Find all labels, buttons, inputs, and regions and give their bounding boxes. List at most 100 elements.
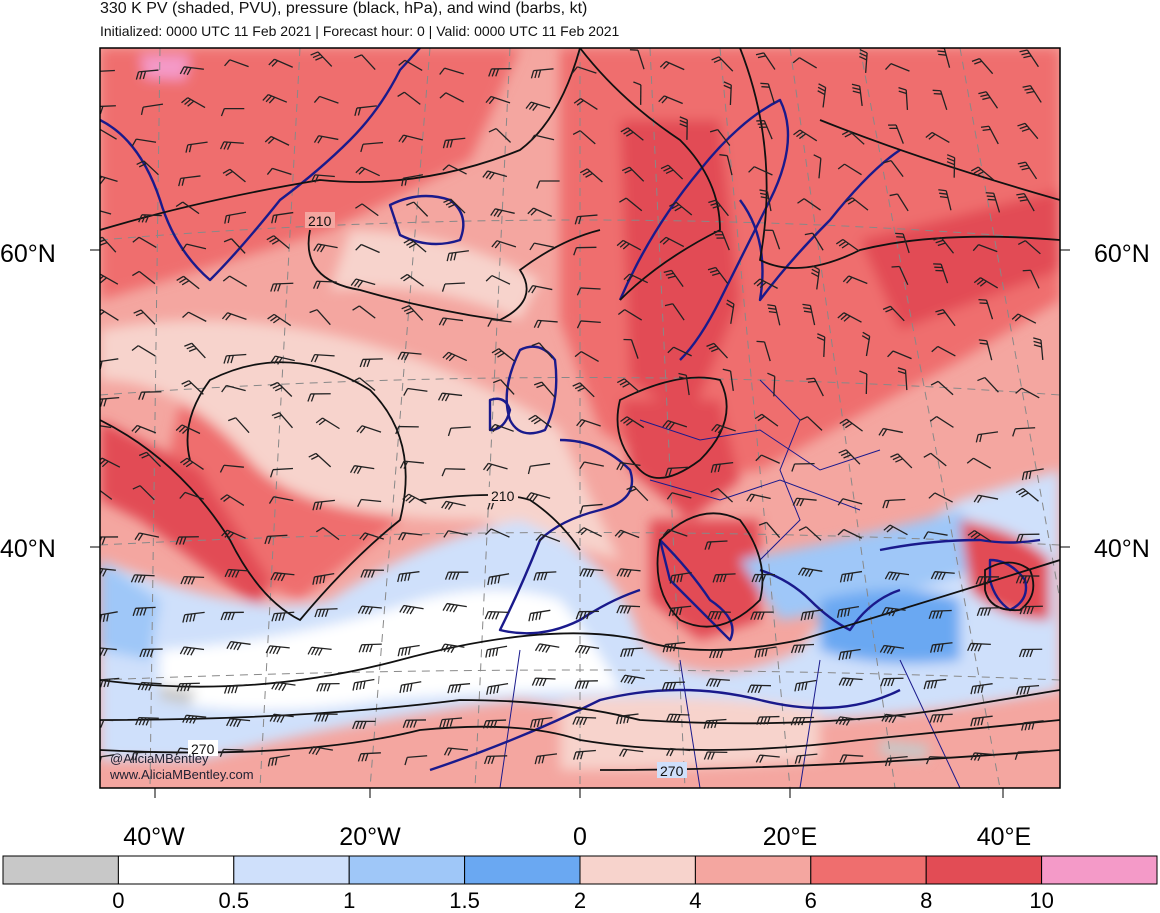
wind-barb-feather — [810, 611, 814, 620]
wind-barb-feather — [138, 214, 143, 223]
wind-barb-feather — [1022, 84, 1031, 88]
wind-barb-feather — [96, 757, 98, 765]
wind-barb-feather — [537, 320, 542, 329]
wind-barb-feather — [540, 572, 544, 581]
wind-barb-feather — [398, 134, 404, 143]
wind-barb-feather — [750, 685, 756, 693]
wind-barb-feather — [755, 52, 764, 56]
wind-barb-feather — [538, 678, 544, 687]
wind-barb-shaft — [361, 498, 382, 503]
wind-barb-feather — [673, 574, 677, 584]
wind-barb-feather — [528, 613, 532, 622]
wind-barb-feather — [135, 71, 140, 80]
wind-barb-feather — [360, 144, 364, 153]
wind-barb-feather — [1027, 721, 1032, 731]
wind-barb-shaft — [844, 163, 862, 176]
wind-barb-feather — [925, 131, 933, 139]
wind-barb-feather — [759, 716, 764, 725]
wind-barb-feather — [271, 613, 275, 622]
wind-barb-feather — [623, 418, 631, 424]
pv-region-russia-streak — [860, 190, 1060, 330]
wind-barb-feather — [852, 87, 861, 91]
wind-barb-feather — [140, 106, 144, 116]
wind-barb-feather — [578, 645, 584, 654]
wind-barb-feather — [266, 235, 275, 241]
wind-barb-feather — [315, 417, 323, 424]
wind-barb-feather — [979, 342, 988, 345]
wind-barb-feather — [267, 758, 271, 767]
wind-barb-feather — [454, 684, 458, 693]
wind-barb-feather — [181, 280, 190, 286]
wind-barb-feather — [321, 609, 326, 618]
wind-barb-feather — [579, 461, 585, 470]
wind-barb-feather — [884, 607, 890, 616]
wind-barb-feather — [317, 648, 323, 656]
wind-barb-feather — [527, 207, 534, 215]
wind-barb-feather — [187, 576, 192, 585]
wind-barb-feather — [219, 464, 225, 473]
wind-barb-feather — [95, 537, 98, 544]
wind-barb-feather — [890, 646, 896, 655]
wind-barb-feather — [100, 106, 104, 115]
wind-barb-feather — [891, 265, 900, 268]
wind-barb-feather — [444, 393, 450, 402]
wind-barb-feather — [709, 269, 718, 274]
wind-barb-feather — [482, 720, 487, 729]
wind-barb-feather — [761, 574, 767, 583]
wind-barb-feather — [543, 572, 548, 581]
wind-barb-feather — [403, 238, 412, 244]
wind-barb-feather — [578, 216, 582, 225]
wind-barb-feather — [227, 612, 232, 621]
wind-barb-feather — [317, 609, 322, 618]
colorbar-bin — [810, 855, 927, 885]
wind-barb-feather — [406, 606, 412, 614]
wind-barb-shaft — [717, 487, 734, 503]
wind-barb-feather — [148, 682, 153, 691]
wind-barb-feather — [859, 55, 867, 61]
wind-barb-feather — [408, 243, 417, 249]
wind-barb-feather — [679, 116, 688, 121]
wind-barb-feather — [494, 350, 502, 356]
wind-barb-feather — [983, 607, 988, 616]
wind-barb-feather — [977, 495, 983, 504]
wind-barb-feather — [319, 501, 323, 510]
wind-barb-feather — [885, 308, 894, 313]
wind-barb-feather — [761, 86, 770, 88]
wind-barb-feather — [891, 715, 897, 724]
wind-barb-feather — [723, 81, 732, 86]
wind-barb-shaft — [1015, 427, 1036, 430]
wind-barb-shaft — [584, 461, 604, 467]
wind-barb-feather — [274, 613, 279, 622]
wind-barb-feather — [541, 755, 545, 764]
wind-barb-feather — [100, 236, 103, 239]
wind-barb-feather — [448, 571, 453, 580]
border-3 — [759, 379, 801, 561]
wind-barb-feather — [443, 747, 449, 756]
wind-barb-feather — [352, 305, 360, 311]
wind-barb-feather — [134, 574, 139, 583]
wind-barb-feather — [719, 574, 724, 583]
wind-barb-feather — [757, 415, 765, 422]
wind-barb-feather — [579, 717, 584, 726]
wind-barb-feather — [321, 713, 326, 722]
wind-barb-feather — [274, 214, 278, 223]
wind-barb-feather — [980, 94, 989, 98]
wind-barb-feather — [142, 717, 147, 726]
wind-barb-feather — [889, 193, 898, 197]
wind-barb-feather — [676, 714, 681, 723]
wind-barb-feather — [674, 206, 683, 212]
wind-barb-feather — [811, 272, 819, 278]
wind-barb-feather — [267, 313, 275, 320]
wind-barb-feather — [746, 493, 752, 502]
wind-barb-feather — [970, 752, 976, 761]
wind-barb-feather — [936, 714, 941, 723]
wind-barb-feather — [182, 459, 191, 466]
wind-barb-feather — [132, 270, 140, 277]
wind-barb-feather — [536, 718, 541, 728]
wind-barb-feather — [527, 285, 534, 293]
wind-barb-feather — [531, 677, 537, 686]
wind-barb-feather — [449, 139, 454, 148]
wind-barb-feather — [939, 610, 943, 619]
wind-barb-feather — [440, 643, 446, 652]
wind-barb-feather — [661, 96, 668, 104]
